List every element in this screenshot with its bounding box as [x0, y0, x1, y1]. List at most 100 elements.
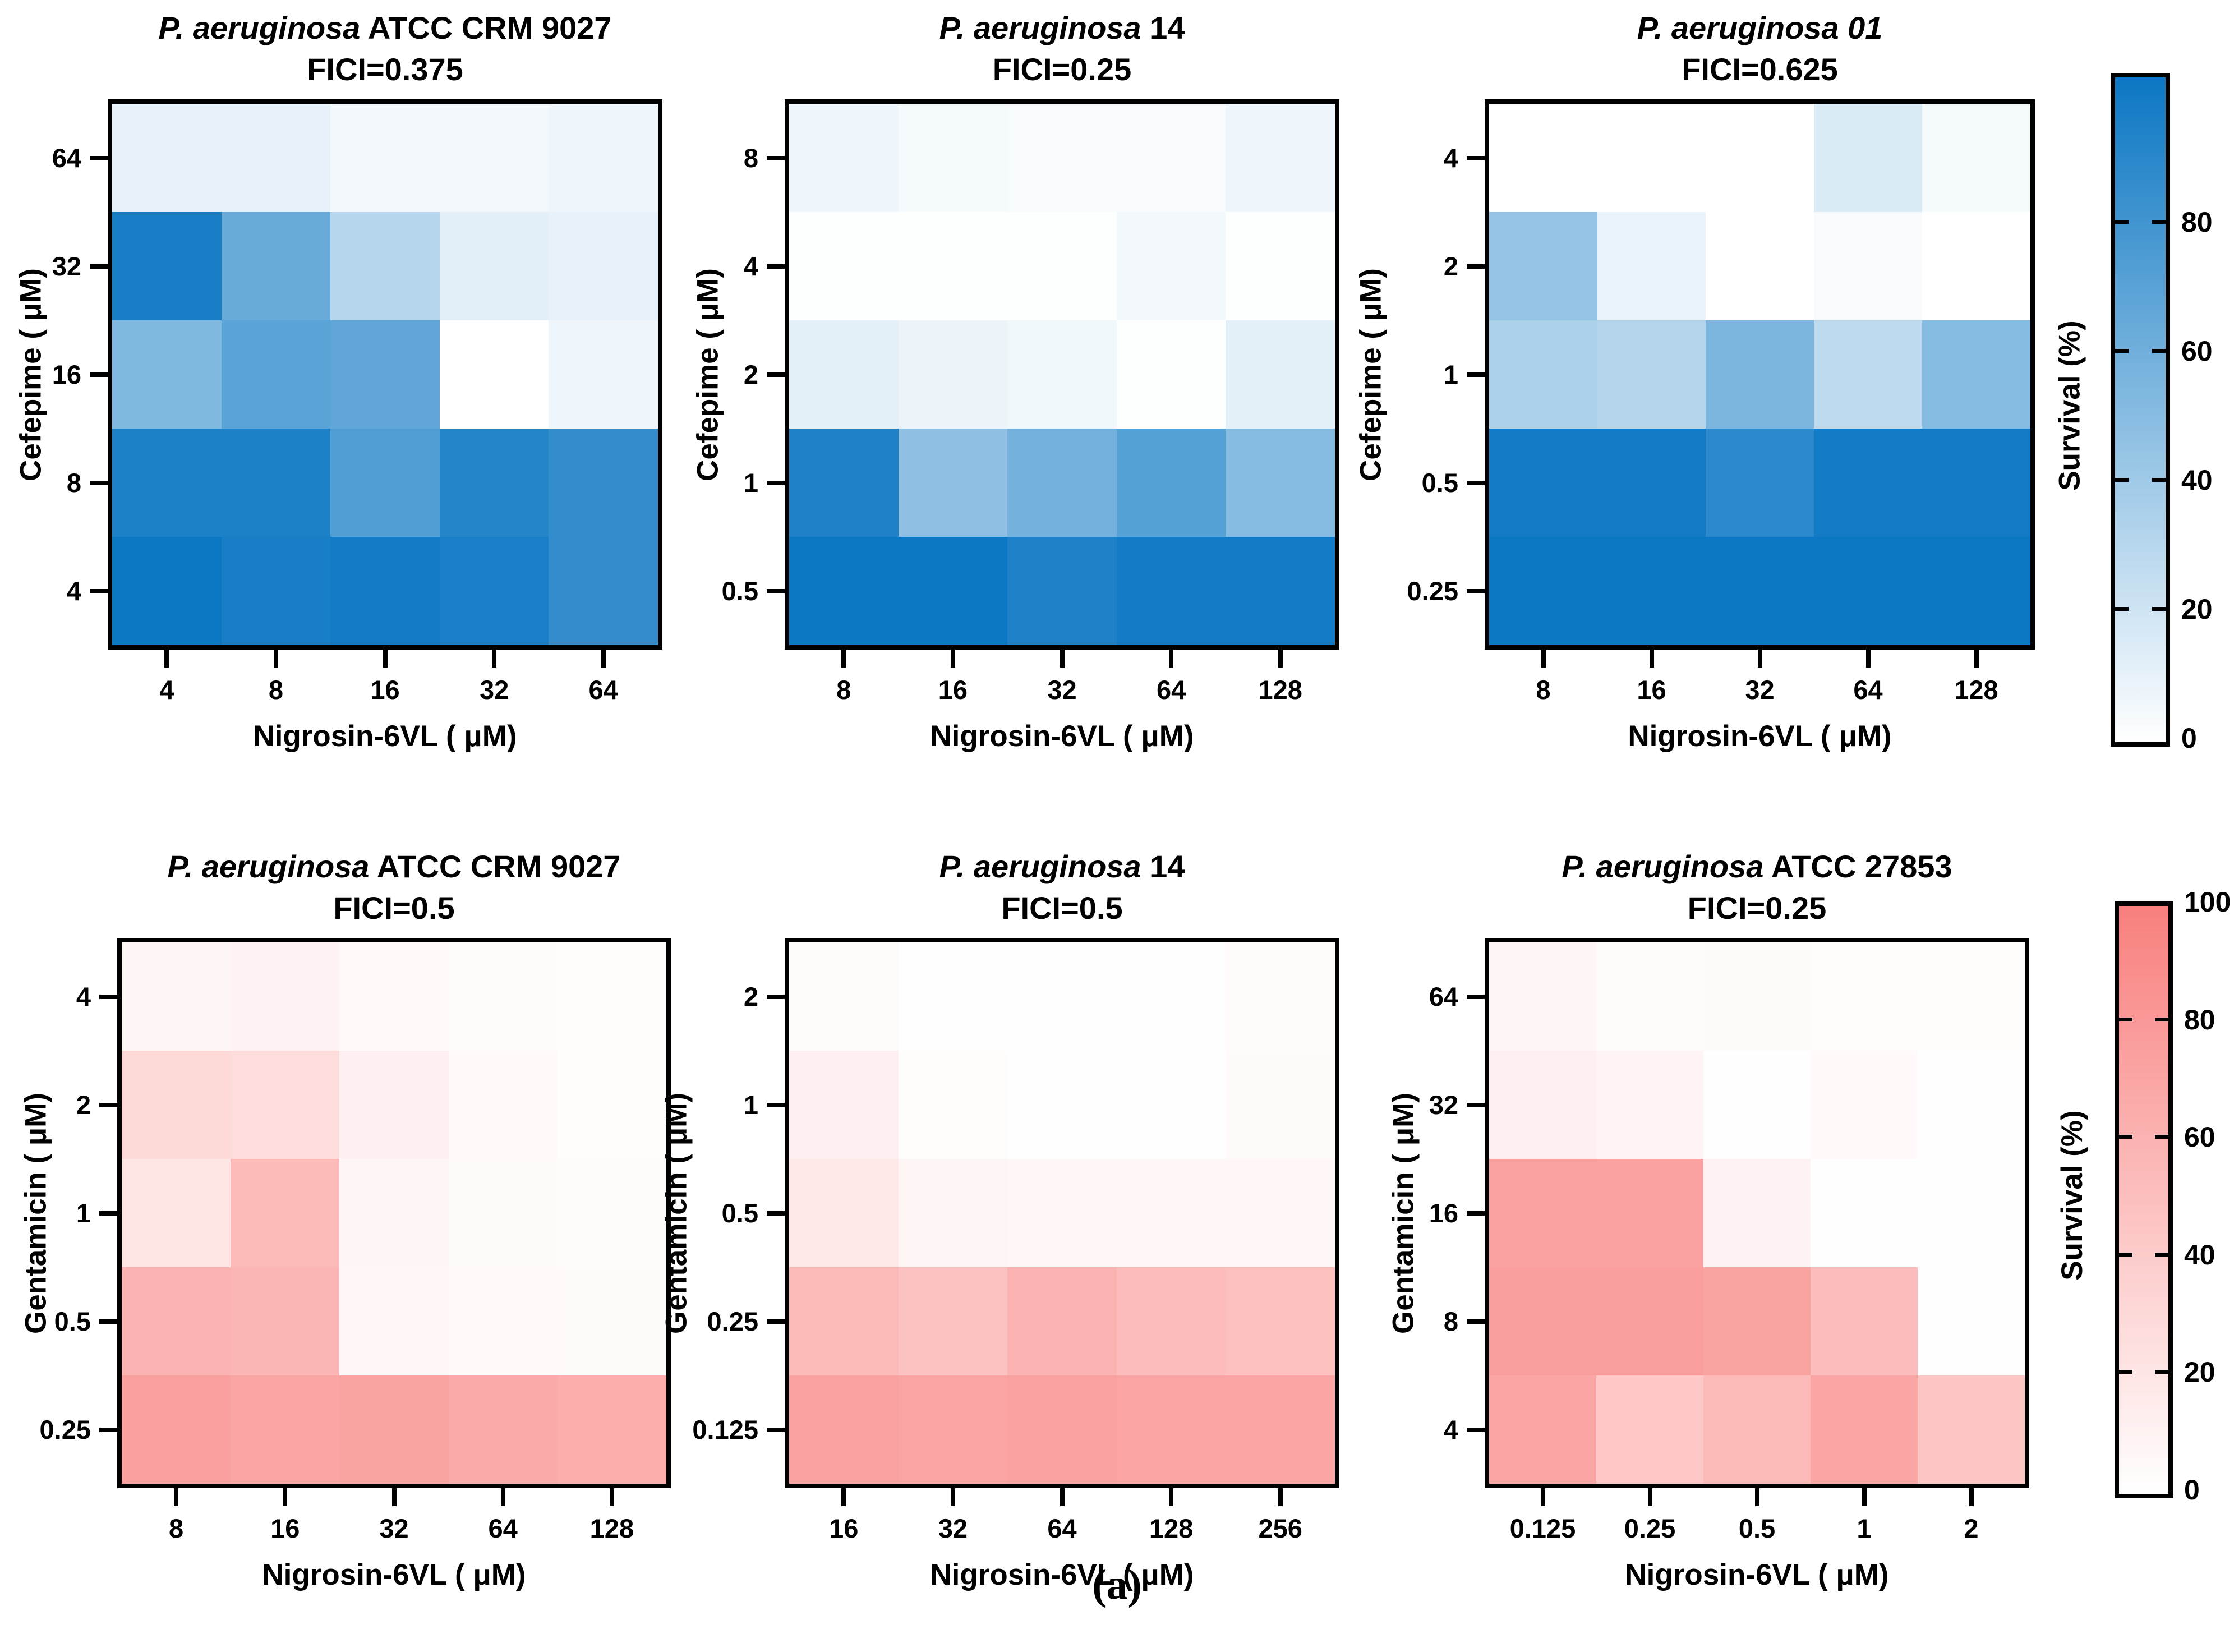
colorbar-tick-mark — [2119, 1135, 2132, 1139]
heatmap-cell — [789, 1267, 899, 1375]
heatmap-cell — [1703, 1051, 1811, 1159]
y-tick-label: 8 — [66, 467, 81, 498]
y-tick-label: 2 — [1443, 251, 1458, 281]
heatmap-cell — [439, 212, 549, 320]
y-tick-mark — [1467, 1102, 1485, 1107]
heatmap-cell — [439, 537, 549, 645]
heatmap-cell — [1597, 537, 1706, 645]
heatmap-cell — [1814, 212, 1922, 320]
x-tick-mark — [383, 650, 388, 668]
heatmap-cell — [1596, 1159, 1703, 1267]
heatmap-cell — [898, 1159, 1008, 1267]
plot-title-strain: P. aeruginosa 14 — [939, 10, 1185, 45]
plot-title: P. aeruginosa ATCC CRM 9027 FICI=0.5 — [122, 846, 666, 929]
heatmap-cell — [1116, 104, 1226, 212]
heatmap-cell — [1922, 537, 2030, 645]
x-axis-label: Nigrosin-6VL ( μM) — [1625, 1558, 1889, 1591]
heatmap-cell — [898, 537, 1008, 645]
y-tick-label: 8 — [1443, 1306, 1458, 1336]
heatmap-cell — [1489, 320, 1597, 429]
x-tick-mark — [164, 650, 169, 668]
heatmap-grid — [789, 104, 1335, 645]
x-tick-mark — [500, 1488, 505, 1506]
heatmap-cell — [1814, 320, 1922, 429]
heatmap-cell — [1226, 1267, 1335, 1375]
heatmap-cell — [1597, 104, 1706, 212]
heatmap-cell — [330, 537, 440, 645]
x-tick-label: 8 — [169, 1513, 184, 1543]
y-tick-mark — [1467, 264, 1485, 269]
colorbar-tick-label: 0 — [2181, 723, 2197, 754]
x-tick-label: 32 — [1047, 675, 1077, 705]
heatmap-cell — [1226, 212, 1335, 320]
y-tick-label: 1 — [76, 1198, 91, 1228]
colorbar-tick-label: 20 — [2181, 593, 2213, 625]
heatmap-cell — [1226, 1051, 1335, 1159]
y-tick-label: 0.5 — [721, 576, 758, 606]
heatmap-box — [1485, 938, 2029, 1488]
y-tick-mark — [767, 994, 785, 999]
heatmap-cell — [1703, 1375, 1811, 1484]
y-tick-mark — [99, 1427, 117, 1432]
y-tick-mark — [767, 480, 785, 485]
heatmap-cell — [330, 429, 440, 537]
y-tick-label: 2 — [743, 359, 758, 389]
heatmap-box — [108, 99, 662, 650]
heatmap-cell — [1489, 1267, 1596, 1375]
heatmap-cell — [112, 429, 222, 537]
heatmap-cell — [898, 1267, 1008, 1375]
y-tick-mark — [1467, 480, 1485, 485]
heatmap-cell — [1116, 429, 1226, 537]
x-tick-label: 64 — [1047, 1513, 1077, 1543]
colorbar-tick-mark — [2119, 1017, 2132, 1021]
heatmap-cell — [1007, 942, 1117, 1051]
y-tick-mark — [90, 480, 108, 485]
heatmap-cell — [1814, 104, 1922, 212]
heatmap-cell — [1226, 1375, 1335, 1484]
heatmap-cell — [122, 1051, 231, 1159]
y-tick-mark — [767, 372, 785, 377]
y-tick-mark — [767, 1102, 785, 1107]
heatmap-cell — [1226, 1159, 1335, 1267]
heatmap-cell — [1116, 1159, 1226, 1267]
y-tick-label: 0.25 — [707, 1306, 758, 1336]
heatmap-cell — [1811, 1159, 1918, 1267]
y-tick-mark — [767, 264, 785, 269]
y-tick-label: 0.125 — [692, 1414, 758, 1444]
colorbar-tick-mark — [2119, 1252, 2132, 1257]
y-tick-label: 0.25 — [1407, 576, 1458, 606]
plot-title-strain: P. aeruginosa ATCC CRM 9027 — [158, 10, 612, 45]
colorbar-tick-mark — [2155, 1135, 2168, 1139]
colorbar-tick-label: 80 — [2181, 206, 2213, 238]
colorbar-tick-label: 40 — [2184, 1239, 2215, 1271]
heatmap-cell — [1597, 320, 1706, 429]
y-tick-label: 0.5 — [1421, 467, 1458, 498]
heatmap-cell — [898, 212, 1008, 320]
colorbar-label: Survival (%) — [2053, 320, 2086, 491]
heatmap-cell — [557, 1375, 666, 1484]
heatmap-cell — [898, 320, 1008, 429]
plot-title-fici: FICI=0.375 — [307, 52, 463, 87]
heatmap-cell — [448, 1051, 558, 1159]
y-tick-mark — [1467, 588, 1485, 593]
y-tick-mark — [1467, 1211, 1485, 1216]
x-tick-label: 0.125 — [1509, 1513, 1576, 1543]
x-tick-mark — [1278, 650, 1283, 668]
y-tick-label: 4 — [1443, 1414, 1458, 1444]
colorbar-tick-mark — [2152, 219, 2166, 224]
heatmap-cell — [1922, 429, 2030, 537]
plot-title-strain: P. aeruginosa 14 — [939, 849, 1185, 884]
x-tick-label: 64 — [488, 1513, 518, 1543]
heatmap-cell — [789, 537, 899, 645]
x-axis-label: Nigrosin-6VL ( μM) — [262, 1558, 526, 1591]
y-tick-mark — [90, 372, 108, 377]
x-axis-label: Nigrosin-6VL ( μM) — [930, 720, 1194, 753]
heatmap-cell — [231, 942, 340, 1051]
colorbar-tick-mark — [2152, 348, 2166, 353]
y-tick-label: 8 — [743, 142, 758, 173]
heatmap-cell — [1007, 429, 1117, 537]
y-tick-label: 0.5 — [54, 1306, 91, 1336]
heatmap-cell — [112, 212, 222, 320]
heatmap-cell — [1596, 1375, 1703, 1484]
